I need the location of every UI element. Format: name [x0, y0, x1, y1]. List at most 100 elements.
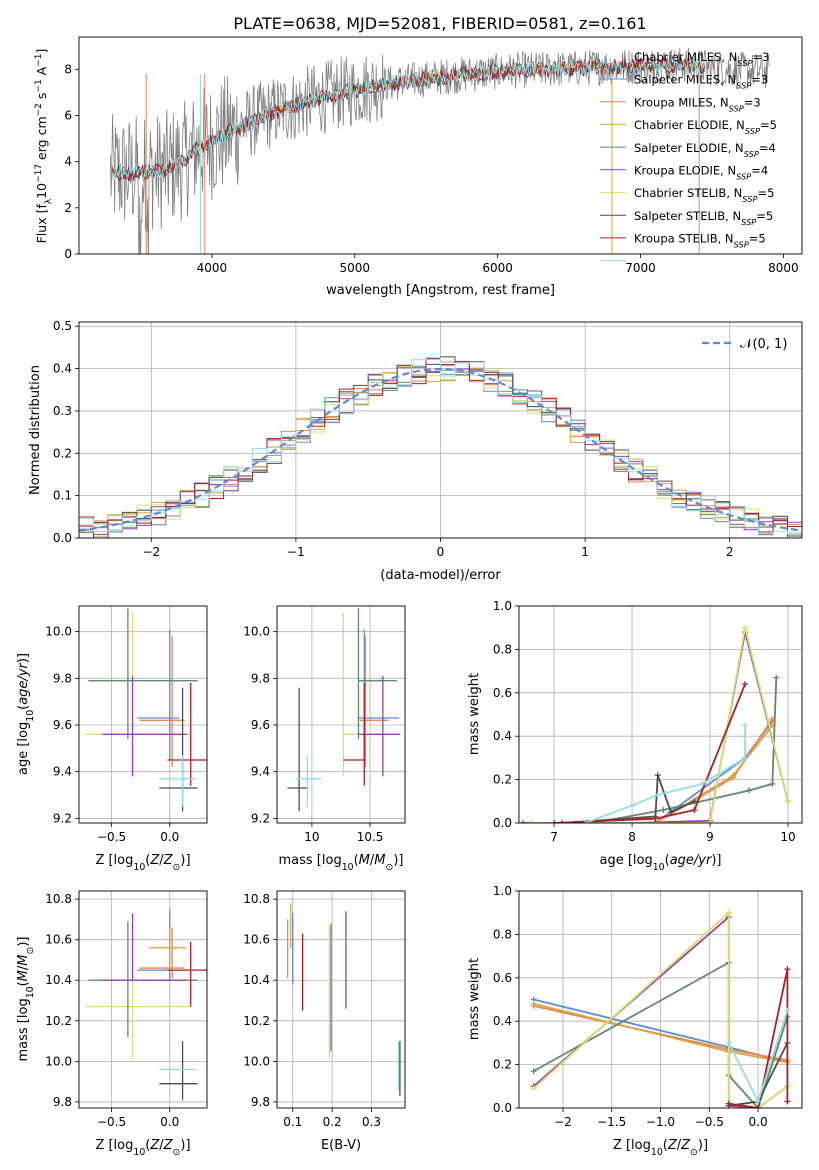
- residual-histogram: [79, 357, 802, 536]
- mass-weight-line: [554, 683, 746, 823]
- x-tick-label: 7: [550, 830, 558, 844]
- x-tick-label: −1.0: [646, 1115, 675, 1129]
- axes-frame: [78, 605, 208, 824]
- y-tick-label: 9.4: [53, 765, 72, 779]
- y-tick-label: 0.2: [493, 773, 512, 787]
- y-tick-label: 0.2: [53, 446, 72, 460]
- y-tick-label: 10.0: [243, 1054, 270, 1068]
- mass-weight-marker: [558, 820, 565, 823]
- mass-weight-line: [584, 725, 746, 823]
- plot-area: [530, 909, 791, 1108]
- plot-area: [79, 356, 802, 538]
- plot-area: [286, 903, 401, 1096]
- mass-weight-marker: [755, 1105, 762, 1108]
- y-tick-label: 0.0: [493, 816, 512, 830]
- legend-label: Salpeter MILES, NSSP=3: [634, 73, 768, 91]
- x-axis-label: age [log10(age/yr)]: [599, 853, 721, 873]
- mass-weight-marker: [629, 802, 636, 809]
- legend-label: Chabrier ELODIE, NSSP=5: [634, 118, 777, 136]
- mass-weight-marker: [784, 798, 791, 805]
- x-tick-label: −0.5: [97, 1115, 126, 1129]
- mass-weight-marker: [652, 815, 659, 822]
- y-tick-label: 0.6: [493, 971, 512, 985]
- y-tick-label: 9.2: [251, 811, 270, 825]
- mass-weight-marker: [769, 780, 776, 787]
- x-tick-label: 10.5: [357, 830, 384, 844]
- y-tick-label: 9.8: [251, 671, 270, 685]
- axes-frame: [276, 890, 406, 1109]
- x-tick-label: 2: [726, 545, 734, 559]
- mass-weight-marker: [784, 1098, 791, 1105]
- panel-weight_vs_Z: −2 −1.5 −1.0 −0.5 0.0 0.0 0.2 0.4 0.6 0.8 1.0 Z [lo…: [467, 884, 803, 1158]
- mass-weight-marker: [730, 772, 737, 779]
- axes-frame: [78, 36, 803, 255]
- x-axis-label: E(B-V): [321, 1138, 361, 1153]
- x-tick-label: 0.0: [749, 1115, 768, 1129]
- x-tick-label: −1.5: [597, 1115, 626, 1129]
- plot-area: [85, 909, 207, 1100]
- y-tick-label: 9.4: [251, 765, 270, 779]
- mass-weight-marker: [582, 820, 589, 823]
- y-tick-label: 10.0: [45, 1054, 72, 1068]
- panel-spectrum: 4000 5000 6000 7000 8000 0 2 4 6 8 wavelength [Ang…: [34, 36, 803, 298]
- y-tick-label: 9.8: [53, 1095, 72, 1109]
- y-tick-label: 9.6: [53, 718, 72, 732]
- mass-weight-marker: [755, 1098, 762, 1105]
- axes-frame: [518, 890, 803, 1109]
- plot-area: [519, 624, 791, 823]
- y-tick-label: 0.4: [493, 1014, 512, 1028]
- mass-weight-line: [728, 968, 789, 1108]
- y-axis-label: mass weight: [467, 958, 482, 1040]
- y-tick-label: 0.5: [53, 319, 72, 333]
- mass-weight-marker: [530, 1068, 537, 1075]
- y-tick-label: 10.6: [243, 933, 270, 947]
- panel-residuals: −2 −1 0 1 2 0.0 0.1 0.2 0.3 0.4 0.5 (data-model)/er…: [28, 319, 803, 583]
- y-tick-label: 8: [64, 62, 72, 76]
- mass-weight-marker: [691, 798, 698, 805]
- axes-frame: [78, 321, 803, 539]
- mass-weight-marker: [668, 809, 675, 816]
- x-tick-label: 6000: [482, 261, 513, 275]
- y-tick-label: 10.6: [45, 933, 72, 947]
- model-spectrum-line: [111, 56, 706, 182]
- y-tick-label: 0.6: [493, 686, 512, 700]
- y-tick-label: 0.4: [493, 729, 512, 743]
- mass-weight-marker: [784, 966, 791, 973]
- mass-weight-marker: [660, 806, 667, 813]
- x-tick-label: 1: [581, 545, 589, 559]
- mass-weight-marker: [530, 1085, 537, 1092]
- x-tick-label: −1: [287, 545, 305, 559]
- x-tick-label: 0.3: [362, 1115, 381, 1129]
- legend-label: 𝒩(0, 1): [740, 337, 787, 352]
- x-tick-label: 0.0: [160, 830, 179, 844]
- x-tick-label: 8000: [768, 261, 799, 275]
- y-tick-label: 4: [64, 155, 72, 169]
- mass-weight-marker: [629, 820, 636, 823]
- mass-weight-marker: [707, 820, 714, 823]
- mass-weight-marker: [530, 1000, 537, 1007]
- legend-label: Chabrier MILES, NSSP=3: [634, 50, 769, 68]
- mass-weight-line: [530, 627, 789, 823]
- x-tick-label: 0.0: [160, 1115, 179, 1129]
- x-tick-label: 5000: [339, 261, 370, 275]
- y-tick-label: 0.1: [53, 489, 72, 503]
- figure-title: PLATE=0638, MJD=52081, FIBERID=0581, z=0…: [233, 14, 646, 33]
- x-axis-label: Z [log10(Z/Z⊙)]: [613, 1138, 708, 1158]
- x-axis-label: Z [log10(Z/Z⊙)]: [95, 1138, 190, 1158]
- mass-weight-marker: [527, 820, 534, 823]
- axes-frame: [518, 605, 803, 824]
- y-tick-label: 0.8: [493, 642, 512, 656]
- x-tick-label: 0.2: [323, 1115, 342, 1129]
- mass-weight-marker: [654, 772, 661, 779]
- x-tick-label: 0.1: [283, 1115, 302, 1129]
- axes-frame: [276, 605, 406, 824]
- normal-reference-curve: [79, 367, 802, 532]
- mass-weight-marker: [551, 820, 558, 823]
- x-tick-label: 10: [780, 830, 795, 844]
- x-axis-label: Z [log10(Z/Z⊙)]: [95, 853, 190, 873]
- y-tick-label: 2: [64, 201, 72, 215]
- y-tick-label: 9.8: [251, 1095, 270, 1109]
- mass-weight-marker: [691, 806, 698, 813]
- legend-label: Chabrier STELIB, NSSP=5: [634, 186, 774, 204]
- y-tick-label: 0.0: [493, 1101, 512, 1115]
